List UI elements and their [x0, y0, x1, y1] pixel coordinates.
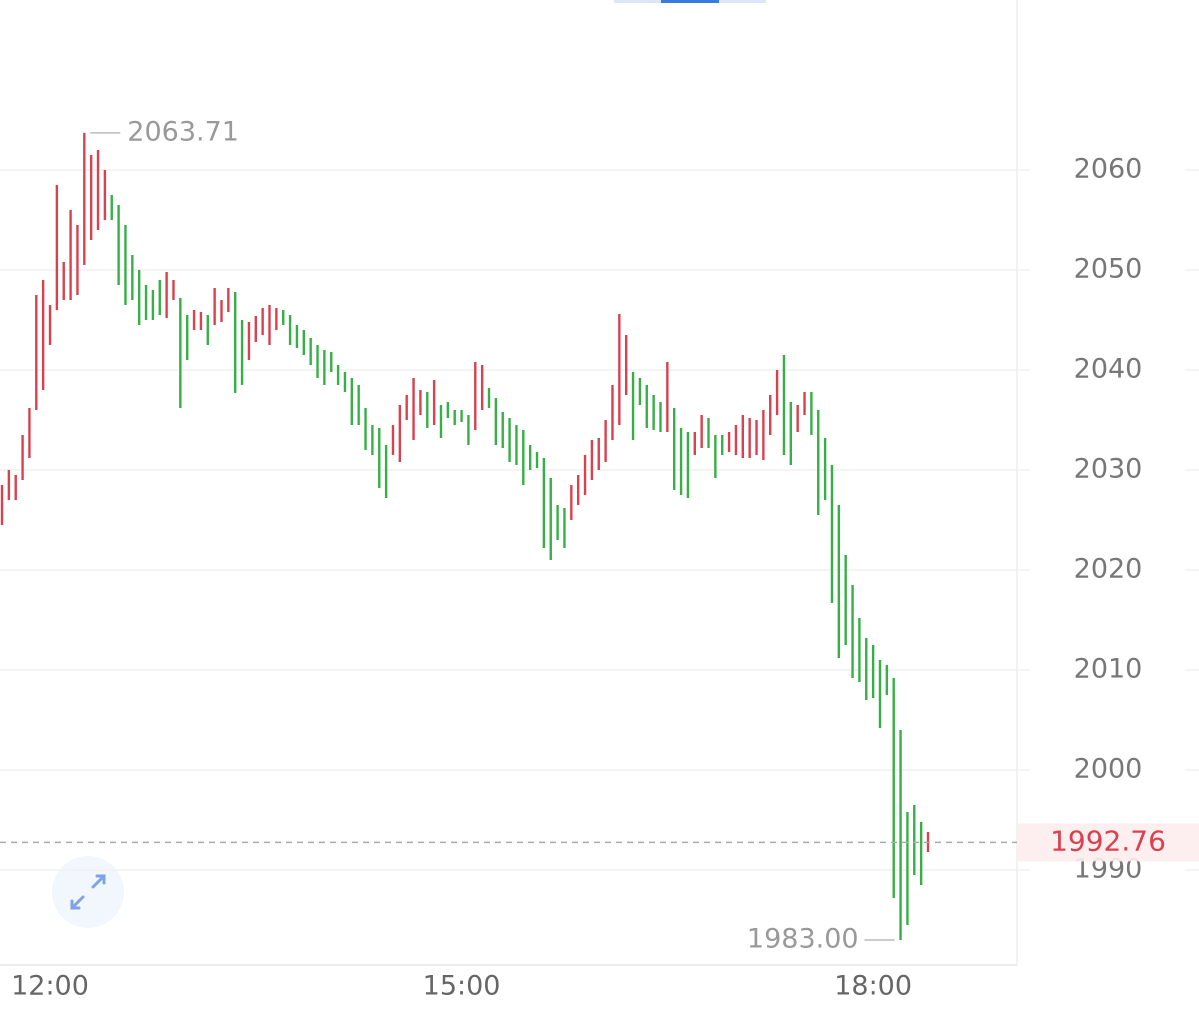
y-tick-label: 2010	[1074, 654, 1143, 685]
expand-bg[interactable]	[52, 856, 124, 928]
y-tick-label: 2050	[1074, 254, 1143, 285]
expand-button[interactable]	[52, 856, 124, 928]
expand-icon[interactable]	[70, 874, 106, 910]
high-label: 2063.71	[127, 116, 239, 147]
last-price-label: 1992.76	[1050, 824, 1166, 857]
low-label: 1983.00	[747, 924, 859, 955]
x-tick-label: 12:00	[11, 971, 89, 1002]
y-tick-label: 2000	[1074, 754, 1143, 785]
y-tick-label: 2030	[1074, 454, 1143, 485]
y-tick-label: 2040	[1074, 354, 1143, 385]
last-price-box	[1017, 823, 1199, 862]
tab-indicator[interactable]	[661, 0, 719, 3]
y-tick-label: 2020	[1074, 554, 1143, 585]
x-tick-label: 15:00	[423, 971, 501, 1002]
x-tick-label: 18:00	[834, 971, 912, 1002]
y-tick-label: 2060	[1074, 154, 1143, 185]
